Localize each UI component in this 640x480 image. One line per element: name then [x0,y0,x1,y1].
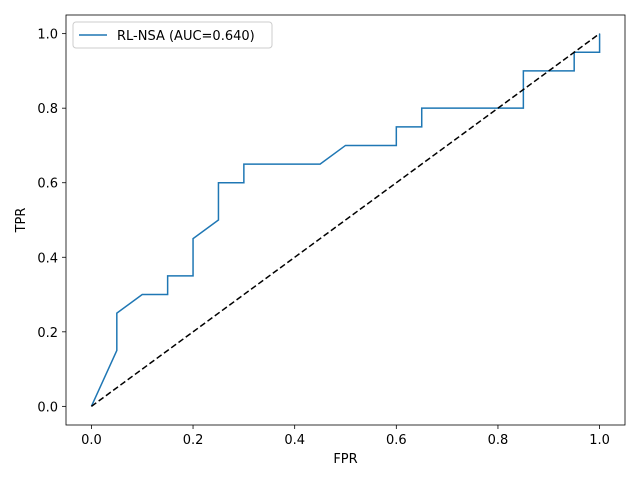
x-tick-label: 0.4 [284,433,305,448]
x-tick-label: 0.8 [488,433,509,448]
x-tick-label: 0.0 [81,433,102,448]
y-tick-label: 0.8 [37,102,58,117]
y-tick-label: 0.6 [37,177,58,192]
x-tick-label: 1.0 [589,433,610,448]
chance-diagonal-line [90,33,601,407]
data-lines [90,33,601,407]
legend: RL-NSA (AUC=0.640) [72,21,273,49]
y-axis-ticks: 0.0 0.2 0.4 0.6 0.8 1.0 [37,28,66,415]
legend-box [72,21,273,49]
y-tick-label: 0.2 [37,326,58,341]
x-tick-label: 0.2 [183,433,204,448]
y-tick-label: 0.0 [37,400,58,415]
legend-label: RL-NSA (AUC=0.640) [117,29,255,44]
x-axis-label: FPR [333,452,357,467]
x-tick-label: 0.6 [386,433,407,448]
y-tick-label: 0.4 [37,251,58,266]
roc-curve-line [90,33,601,407]
y-axis-label: TPR [14,208,29,234]
x-axis-ticks: 0.0 0.2 0.4 0.6 0.8 1.0 [81,425,610,448]
y-tick-label: 1.0 [37,28,58,43]
